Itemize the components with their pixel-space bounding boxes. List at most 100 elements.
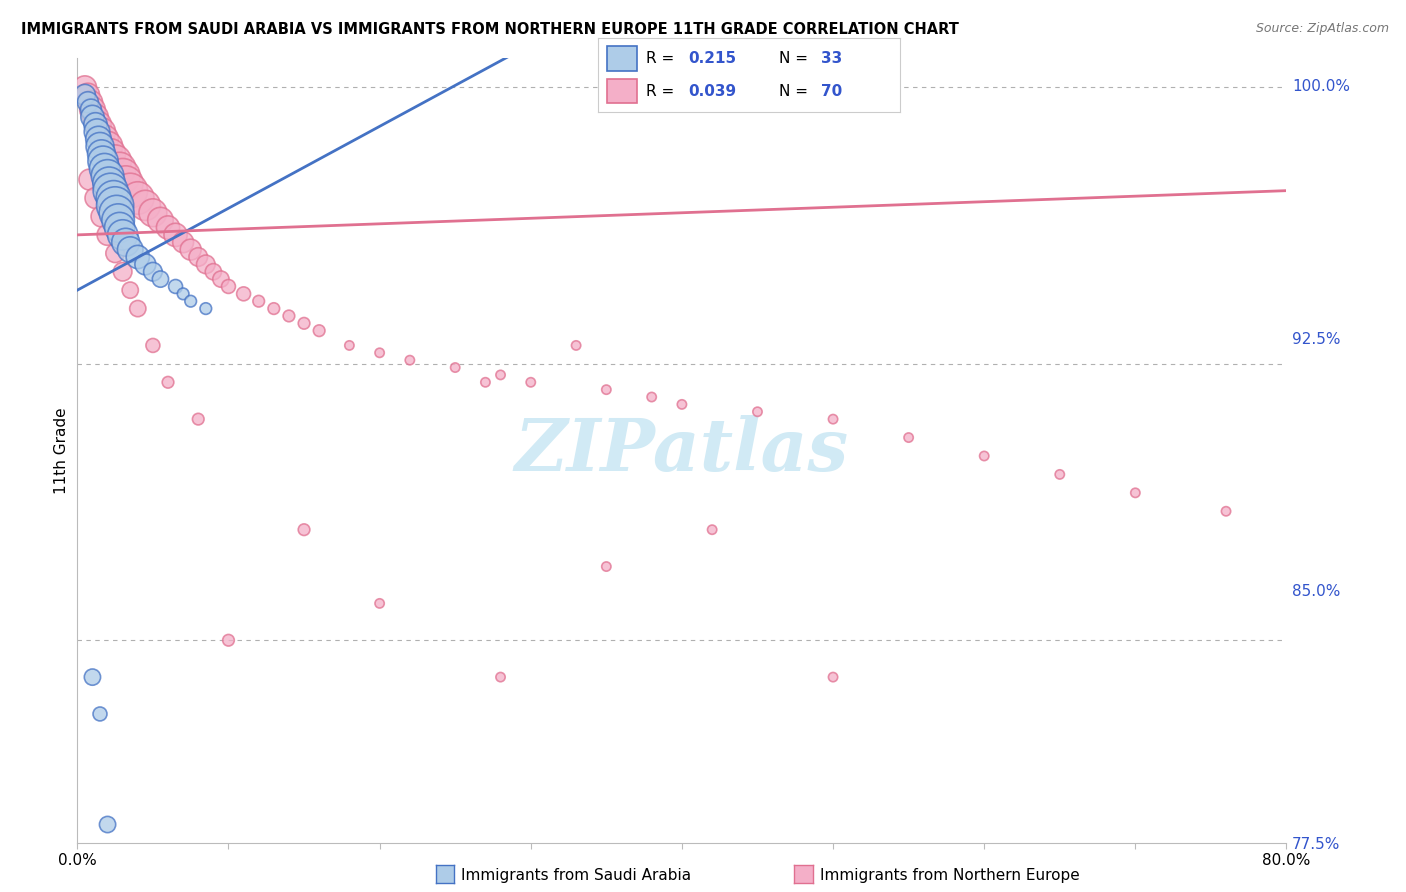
Bar (606, 46, 637, 70)
Point (1049, 467, 1071, 482)
Point (84, 117, 107, 131)
Point (671, 397, 693, 411)
Point (98, 176, 121, 190)
Point (247, 294, 270, 309)
Point (292, 316, 315, 330)
Point (104, 246, 127, 260)
Text: R =: R = (645, 84, 673, 98)
Point (821, 670, 844, 684)
Point (84, 110, 107, 124)
Point (149, 213, 172, 227)
Point (120, 243, 142, 257)
Point (90, 125, 112, 139)
Point (337, 338, 360, 352)
Point (489, 670, 512, 684)
Point (96, 169, 118, 183)
Point (80, 95, 103, 110)
Point (142, 338, 165, 352)
Point (157, 376, 180, 390)
Point (108, 220, 131, 235)
Text: 0.215: 0.215 (689, 51, 737, 66)
Point (107, 213, 129, 227)
Point (100, 146, 122, 161)
Bar (606, 79, 637, 103)
Text: 0.039: 0.039 (689, 84, 737, 98)
Point (103, 191, 125, 205)
Text: Immigrants from Saudi Arabia: Immigrants from Saudi Arabia (461, 869, 692, 883)
Point (120, 283, 142, 297)
Point (114, 176, 136, 190)
Point (149, 272, 172, 286)
Point (209, 272, 232, 286)
Point (86, 125, 108, 139)
Point (96, 139, 118, 153)
Point (278, 309, 301, 323)
Point (77, 95, 100, 110)
Text: R =: R = (645, 51, 673, 66)
Point (1215, 504, 1237, 518)
Point (127, 250, 149, 264)
Point (142, 206, 165, 220)
Point (87, 117, 110, 131)
Point (172, 286, 194, 301)
Point (202, 265, 225, 279)
Point (111, 227, 134, 242)
Point (104, 154, 127, 169)
Point (104, 198, 127, 212)
Point (134, 257, 156, 271)
Point (897, 431, 920, 445)
Point (84, 191, 107, 205)
Text: Immigrants from Northern Europe: Immigrants from Northern Europe (820, 869, 1080, 883)
Text: 70: 70 (821, 84, 842, 98)
Point (82, 670, 104, 684)
Point (127, 191, 149, 205)
Point (165, 279, 187, 293)
Point (641, 390, 664, 404)
Point (100, 184, 122, 198)
Point (595, 559, 617, 574)
Point (77, 87, 100, 102)
Point (111, 265, 134, 279)
Point (263, 301, 285, 316)
Point (489, 368, 512, 382)
Point (973, 449, 995, 463)
Point (127, 301, 149, 316)
Point (90, 210, 112, 224)
Point (172, 235, 194, 250)
Point (187, 412, 209, 426)
Point (165, 227, 187, 242)
Point (89, 139, 111, 153)
Point (157, 220, 180, 235)
Point (87, 132, 110, 146)
Y-axis label: 11th Grade: 11th Grade (53, 407, 69, 494)
Point (79, 172, 101, 186)
Point (142, 265, 165, 279)
Point (73, 87, 96, 102)
Point (91, 154, 114, 169)
Point (194, 301, 217, 316)
Point (96, 227, 118, 242)
Point (194, 257, 217, 271)
Point (595, 383, 617, 397)
Text: 33: 33 (821, 51, 842, 66)
Point (368, 596, 391, 610)
Point (292, 523, 315, 537)
Point (474, 376, 496, 390)
Point (565, 338, 588, 352)
Point (187, 250, 209, 264)
Point (120, 184, 142, 198)
Text: N =: N = (779, 84, 808, 98)
Point (399, 353, 422, 368)
Point (105, 206, 128, 220)
Point (82, 103, 104, 117)
Text: ZIPatlas: ZIPatlas (515, 415, 849, 486)
Point (114, 235, 136, 250)
Point (73, 80, 96, 95)
Point (702, 523, 724, 537)
Point (1123, 486, 1146, 500)
Point (108, 161, 131, 176)
Point (82, 110, 104, 124)
Text: Source: ZipAtlas.com: Source: ZipAtlas.com (1256, 22, 1389, 36)
Point (89, 706, 111, 721)
Point (308, 324, 330, 338)
